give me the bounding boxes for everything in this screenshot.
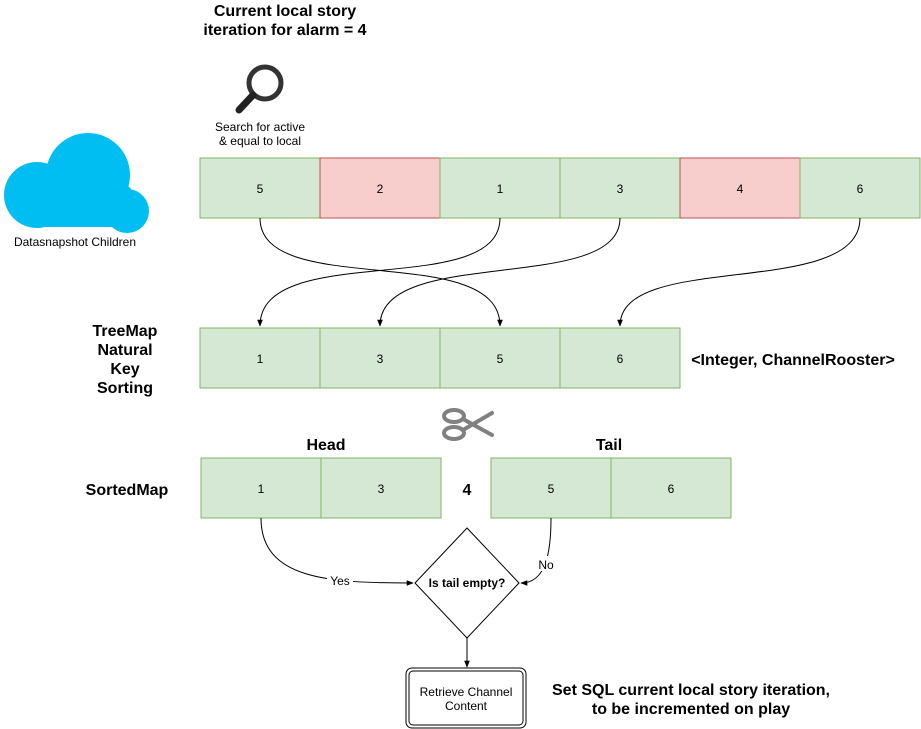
tail-cell: 5 — [490, 457, 612, 519]
children-cell-value: 1 — [497, 182, 504, 196]
no-label-bg — [535, 556, 557, 571]
children-cell: 1 — [439, 157, 561, 219]
treemap-type-label: <Integer, ChannelRooster> — [691, 352, 895, 369]
tail-cell: 6 — [610, 457, 732, 519]
children-cell: 5 — [199, 157, 321, 219]
title-line-1: Current local story — [214, 3, 356, 20]
children-cell-value: 6 — [857, 182, 864, 196]
connector-5-to-5 — [259, 217, 503, 327]
head-label: Head — [306, 437, 345, 454]
children-cell: 3 — [559, 157, 681, 219]
connector-3-to-3 — [377, 217, 621, 327]
treemap-cell-value: 1 — [257, 352, 264, 366]
treemap-label-line-4: Sorting — [97, 380, 153, 397]
retrieve-box: Retrieve Channel Content — [405, 667, 527, 729]
children-cell-value: 2 — [377, 182, 384, 196]
treemap-cell: 3 — [319, 327, 441, 389]
retrieve-line-1: Retrieve Channel — [420, 685, 513, 699]
decision-diamond: Is tail empty? — [414, 527, 520, 639]
connector-6-to-6 — [617, 217, 861, 327]
treemap-cell: 1 — [199, 327, 321, 389]
treemap-label-line-1: TreeMap — [93, 323, 158, 340]
treemap-cell-value: 5 — [497, 352, 504, 366]
tail-label: Tail — [596, 437, 622, 454]
treemap-cell-value: 6 — [617, 352, 624, 366]
sortedmap-label: SortedMap — [86, 482, 169, 499]
children-cell: 4 — [679, 157, 801, 219]
no-label: No — [538, 558, 554, 572]
decision-text: Is tail empty? — [429, 576, 506, 590]
no-connector — [520, 517, 552, 586]
head-cell-value: 1 — [258, 482, 265, 496]
children-row: 5 2 1 3 4 6 — [199, 157, 921, 219]
yes-connector — [260, 517, 414, 586]
head-cell-value: 3 — [378, 482, 385, 496]
treemap-label-line-3: Key — [110, 361, 139, 378]
search-caption-line-1: Search for active — [215, 120, 305, 134]
treemap-label-line-2: Natural — [97, 342, 152, 359]
set-sql-line-2: to be incremented on play — [592, 701, 790, 718]
children-cell: 6 — [799, 157, 921, 219]
connector-1-to-1 — [257, 217, 501, 327]
retrieve-line-2: Content — [445, 699, 488, 713]
head-cell: 3 — [320, 457, 442, 519]
magnifier-icon — [235, 64, 284, 114]
yes-label-bg — [327, 573, 353, 588]
children-cell: 2 — [319, 157, 441, 219]
scissors-icon — [442, 408, 494, 441]
yes-label: Yes — [330, 574, 350, 588]
tail-row: 5 6 — [490, 457, 732, 519]
treemap-row: 1 3 5 6 — [199, 327, 681, 389]
cloud-label: Datasnapshot Children — [14, 235, 136, 249]
tail-cell-value: 5 — [548, 482, 555, 496]
children-cell-value: 4 — [737, 182, 744, 196]
split-key: 4 — [463, 482, 472, 499]
treemap-cell-value: 3 — [377, 352, 384, 366]
head-row: 1 3 — [200, 457, 442, 519]
treemap-cell: 5 — [439, 327, 561, 389]
children-cell-value: 5 — [257, 182, 264, 196]
search-caption-line-2: & equal to local — [219, 134, 301, 148]
set-sql-line-1: Set SQL current local story iteration, — [552, 682, 830, 699]
treemap-cell: 6 — [559, 327, 681, 389]
head-cell: 1 — [200, 457, 322, 519]
children-cell-value: 3 — [617, 182, 624, 196]
title-line-2: iteration for alarm = 4 — [203, 22, 366, 39]
cloud-icon — [4, 133, 149, 233]
tail-cell-value: 6 — [668, 482, 675, 496]
